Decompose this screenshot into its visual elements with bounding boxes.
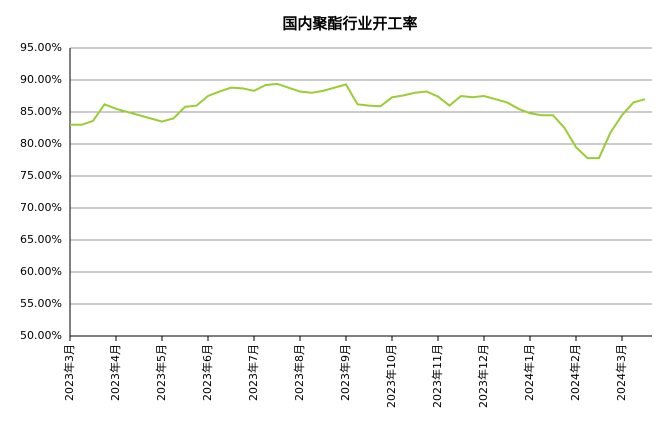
x-tick-label: 2023年7月: [246, 344, 260, 401]
x-tick-label: 2024年2月: [568, 344, 582, 401]
y-tick-label: 75.00%: [20, 169, 62, 182]
x-tick-label: 2023年3月: [62, 344, 76, 401]
y-tick-label: 65.00%: [20, 233, 62, 246]
x-tick-label: 2023年11月: [430, 344, 444, 408]
x-tick-label: 2023年4月: [108, 344, 122, 401]
chart-title: 国内聚酯行业开工率: [282, 15, 417, 33]
x-tick-label: 2023年5月: [154, 344, 168, 401]
y-tick-label: 90.00%: [20, 73, 62, 86]
x-tick-label: 2023年8月: [292, 344, 306, 401]
x-tick-label: 2023年6月: [200, 344, 214, 401]
y-tick-label: 50.00%: [20, 329, 62, 342]
x-tick-label: 2023年10月: [384, 344, 398, 408]
y-tick-label: 60.00%: [20, 265, 62, 278]
line-series: [70, 82, 646, 160]
x-tick-label: 2024年3月: [614, 344, 628, 401]
y-tick-label: 55.00%: [20, 297, 62, 310]
x-tick-label: 2023年9月: [338, 344, 352, 401]
y-tick-label: 95.00%: [20, 41, 62, 54]
y-tick-label: 85.00%: [20, 105, 62, 118]
x-tick-label: 2024年1月: [522, 344, 536, 401]
y-tick-label: 70.00%: [20, 201, 62, 214]
y-tick-label: 80.00%: [20, 137, 62, 150]
x-tick-label: 2023年12月: [476, 344, 490, 408]
